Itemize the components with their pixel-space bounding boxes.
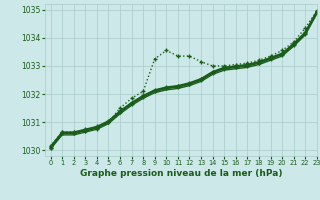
X-axis label: Graphe pression niveau de la mer (hPa): Graphe pression niveau de la mer (hPa) [80,169,282,178]
